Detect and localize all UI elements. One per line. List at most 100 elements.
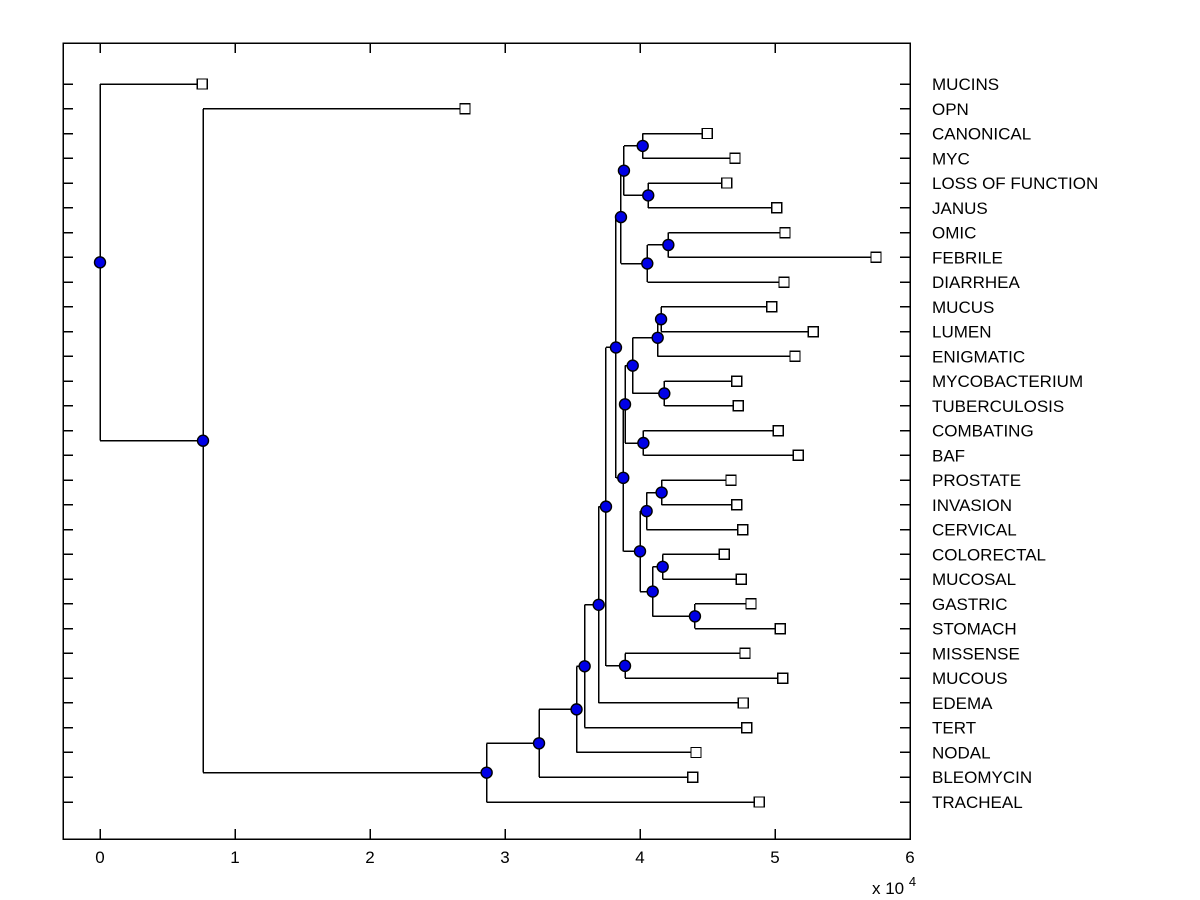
leaf-marker-omic[interactable] [779,226,791,239]
leaf-label[interactable]: MISSENSE [932,644,1020,663]
internal-node-marker[interactable] [641,257,654,270]
internal-node-marker[interactable] [646,585,659,598]
internal-node-marker[interactable] [655,486,668,499]
internal-node-marker[interactable] [637,436,650,450]
leaf-marker-invasion[interactable] [731,499,743,511]
leaf-marker-cervical[interactable] [736,523,749,536]
internal-node-marker[interactable] [626,359,639,372]
internal-node-marker[interactable] [633,545,647,558]
internal-node-marker[interactable] [578,660,591,673]
leaf-marker-enigmatic[interactable] [789,350,801,363]
leaf-label[interactable]: JANUS [932,199,988,218]
internal-node-marker[interactable] [614,210,628,224]
internal-node-marker[interactable] [651,331,664,344]
leaf-label[interactable]: CERVICAL [932,521,1017,540]
internal-node-marker[interactable] [618,659,632,673]
leaf-label[interactable]: OMIC [932,224,976,243]
x-tick-label: 5 [770,848,779,867]
leaf-label[interactable]: DIARRHEA [932,273,1021,292]
internal-node-marker[interactable] [618,398,632,411]
leaf-marker-opn[interactable] [459,103,471,115]
leaf-label[interactable]: LOSS OF FUNCTION [932,174,1098,193]
leaf-label[interactable]: COLORECTAL [932,545,1046,564]
leaf-marker-diarrhea[interactable] [778,276,790,288]
internal-node-marker[interactable] [532,737,546,750]
internal-node-marker[interactable] [570,703,583,716]
leaf-marker-bleomycin[interactable] [686,771,699,783]
internal-node-marker[interactable] [640,504,653,518]
leaf-marker-gastric[interactable] [745,598,757,610]
internal-node-marker[interactable] [662,238,675,252]
leaf-marker-myc[interactable] [729,152,741,164]
internal-node-marker[interactable] [658,387,671,400]
x-tick-label: 4 [635,848,644,867]
leaf-label[interactable]: FEBRILE [932,248,1003,267]
leaf-label[interactable]: MYC [932,149,970,168]
leaf-label[interactable]: COMBATING [932,422,1034,441]
leaf-label[interactable]: ENIGMATIC [932,347,1025,366]
x-tick-label: 3 [500,848,509,867]
leaf-label[interactable]: MUCUS [932,298,994,317]
leaf-label[interactable]: EDEMA [932,694,993,713]
x-tick-label: 2 [365,848,374,867]
leaf-label[interactable]: LUMEN [932,323,992,342]
leaf-marker-janus[interactable] [770,202,783,214]
leaf-label[interactable]: MUCINS [932,75,999,94]
leaf-label[interactable]: MUCOUS [932,669,1008,688]
leaf-marker-tuberculosis[interactable] [732,400,744,412]
internal-node-marker[interactable] [196,434,210,447]
leaf-label[interactable]: BLEOMYCIN [932,768,1032,787]
leaf-marker-mycobacterium[interactable] [730,375,743,387]
leaf-marker-nodal[interactable] [690,746,702,759]
leaf-marker-mucosal[interactable] [735,573,747,585]
leaf-marker-missense[interactable] [739,647,751,660]
leaf-marker-combating[interactable] [772,424,784,437]
leaf-marker-baf[interactable] [792,449,805,462]
internal-node-marker[interactable] [656,560,669,573]
leaf-marker-prostate[interactable] [725,474,737,486]
leaf-marker-canonical[interactable] [701,127,714,140]
leaf-marker-lumen[interactable] [807,325,820,338]
leaf-label[interactable]: TERT [932,719,976,738]
leaf-marker-edema[interactable] [737,697,749,709]
leaf-marker-colorectal[interactable] [718,548,730,561]
x-tick-label: 6 [905,848,914,867]
leaf-marker-tracheal[interactable] [753,796,766,808]
internal-node-marker[interactable] [599,500,613,513]
leaf-marker-mucous[interactable] [776,672,789,684]
axis-multiplier-label: x 10 4 [872,874,916,898]
leaf-marker-loss-of-function[interactable] [720,177,733,189]
leaf-label[interactable]: OPN [932,100,969,119]
leaf-marker-mucus[interactable] [765,301,778,313]
internal-node-marker[interactable] [480,766,493,779]
leaf-label[interactable]: TRACHEAL [932,793,1023,812]
leaf-label[interactable]: MUCOSAL [932,570,1016,589]
leaf-label[interactable]: PROSTATE [932,471,1021,490]
internal-node-marker[interactable] [617,471,630,485]
internal-node-marker[interactable] [93,256,107,269]
leaf-label[interactable]: GASTRIC [932,595,1008,614]
internal-node-marker[interactable] [688,610,702,623]
leaf-label[interactable]: BAF [932,446,965,465]
internal-node-marker[interactable] [592,598,605,612]
leaf-marker-mucins[interactable] [196,78,208,90]
leaf-marker-tert[interactable] [740,722,753,734]
internal-node-marker[interactable] [654,313,668,326]
leaf-label[interactable]: MYCOBACTERIUM [932,372,1083,391]
x-tick-label: 1 [230,848,239,867]
leaf-marker-stomach[interactable] [774,622,786,635]
leaf-label[interactable]: TUBERCULOSIS [932,397,1064,416]
internal-node-marker[interactable] [636,139,649,153]
internal-node-marker[interactable] [642,189,655,202]
axes-box [62,42,911,840]
internal-node-marker[interactable] [617,164,631,177]
leaf-label[interactable]: STOMACH [932,620,1017,639]
x-tick-label: 0 [95,848,104,867]
leaf-label[interactable]: NODAL [932,743,991,762]
leaf-label[interactable]: INVASION [932,496,1012,515]
internal-node-marker[interactable] [609,341,623,354]
leaf-label[interactable]: CANONICAL [932,125,1031,144]
leaf-marker-febrile[interactable] [870,251,882,264]
